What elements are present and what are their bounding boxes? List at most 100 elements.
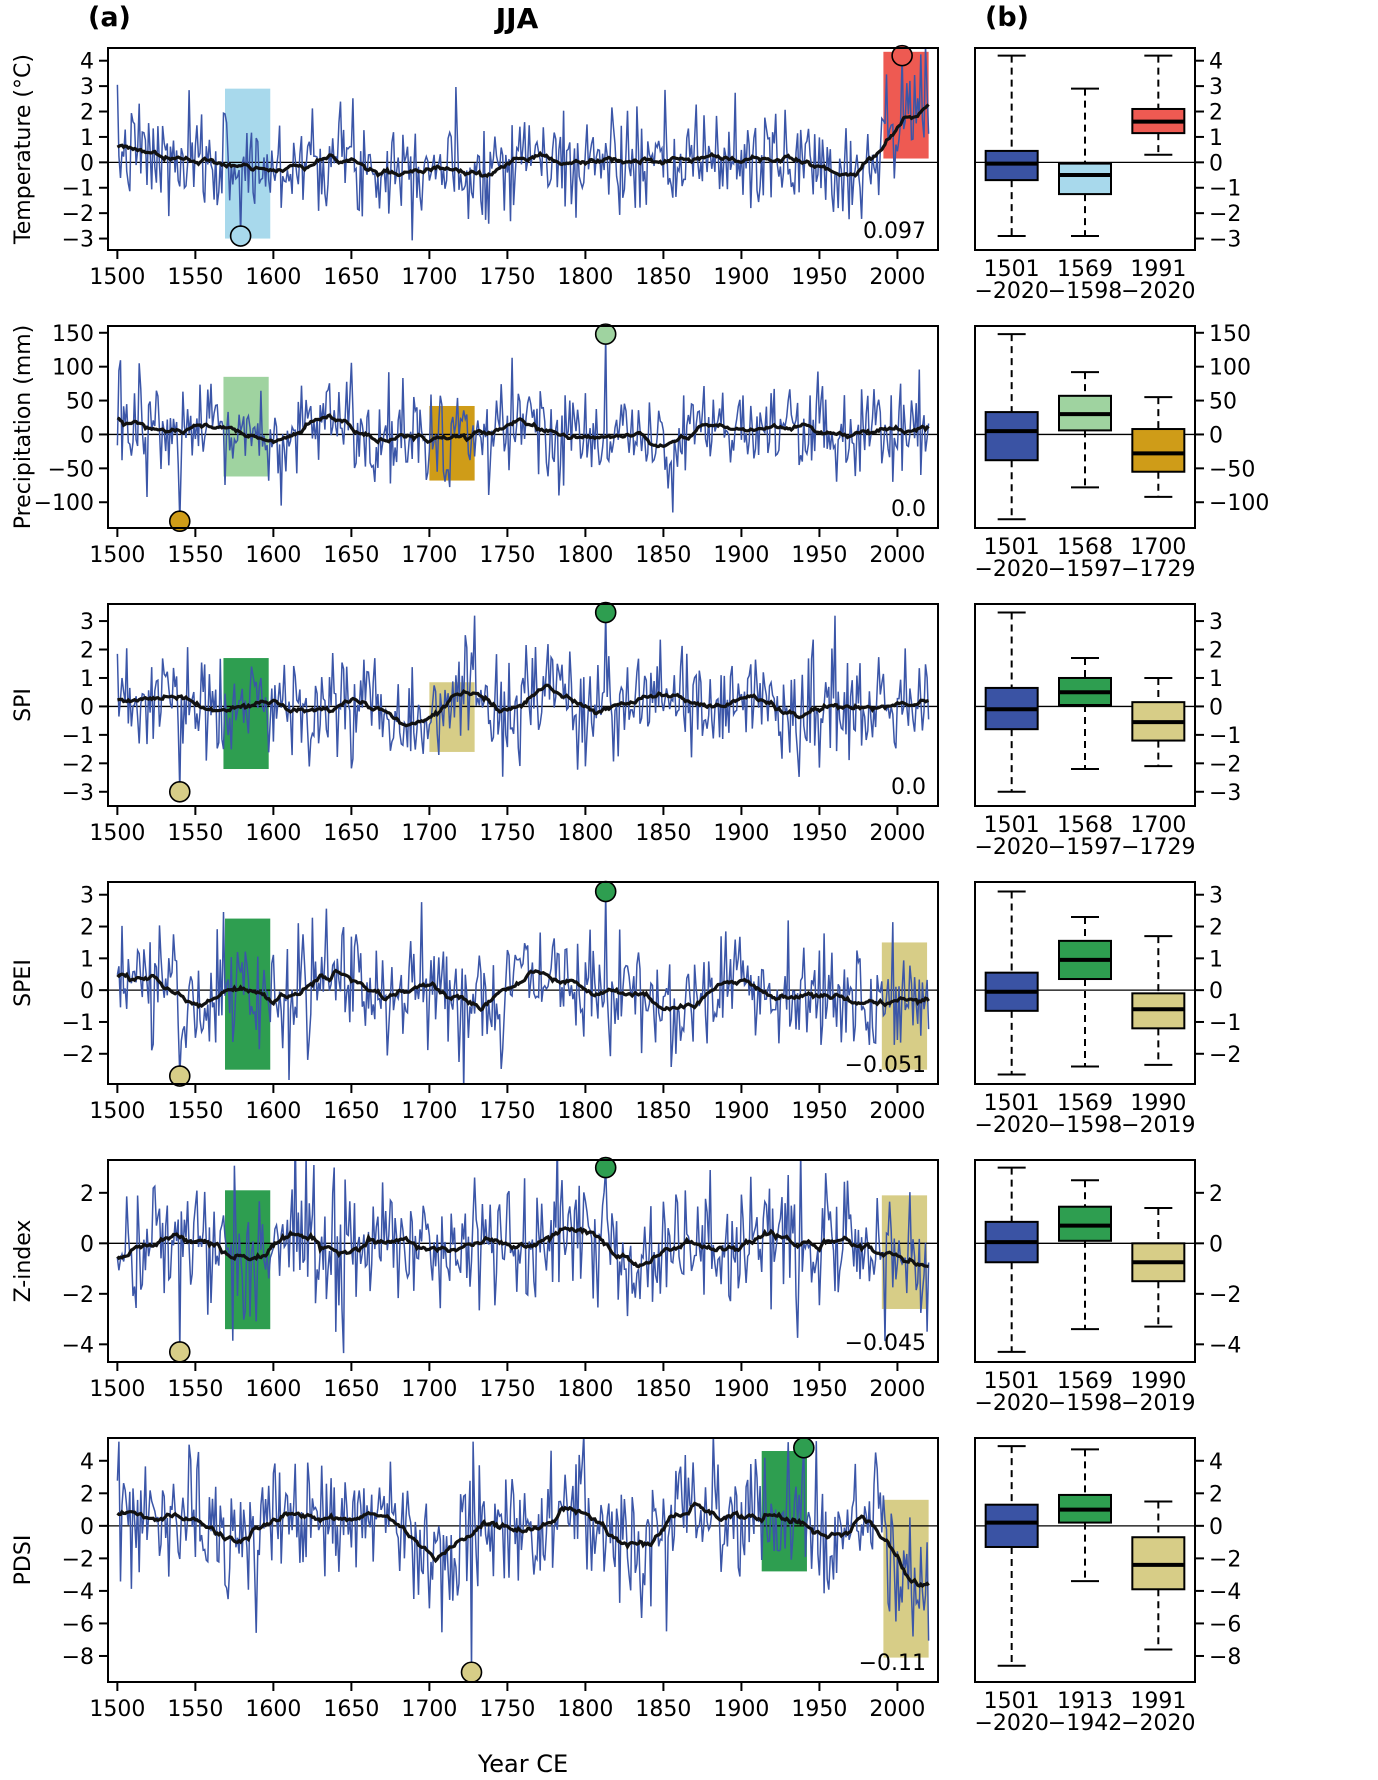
x-tick-label: 1900 — [713, 821, 769, 846]
boxplot-period-label: 1913 — [1057, 1689, 1113, 1714]
smoothed-series-line — [116, 103, 930, 179]
x-tick-label: 1600 — [245, 1697, 301, 1722]
y-tick-label-right: −4 — [1209, 1580, 1241, 1605]
boxplot-period-label: −1598 — [1048, 1113, 1122, 1138]
y-tick-label-right: −4 — [1209, 1333, 1241, 1358]
boxplot-period-label: −2020 — [974, 1391, 1048, 1416]
y-tick-label-right: 1 — [1209, 947, 1223, 972]
boxplot-period-label: 1991 — [1130, 1689, 1186, 1714]
y-tick-label-right: −6 — [1209, 1612, 1241, 1637]
y-tick-label: −3 — [62, 228, 94, 253]
panel-a-frame — [107, 1437, 939, 1683]
y-tick-label: −6 — [62, 1612, 94, 1637]
x-tick-label: 1550 — [167, 265, 223, 290]
trend-value-label: −0.11 — [859, 1651, 926, 1676]
chart-rows: −3 −2 −1 0 1 2 3 4 1500 1550 1600 1650 1700 1750 1800 1… — [0, 40, 1378, 1780]
x-tick-label: 1600 — [245, 1377, 301, 1402]
y-tick-label: −2 — [62, 1043, 94, 1068]
x-tick-label: 1800 — [557, 1099, 613, 1124]
x-tick-label: 1950 — [791, 543, 847, 568]
x-tick-label: 1750 — [479, 1099, 535, 1124]
panel-a-pdsi — [108, 1438, 938, 1673]
trend-value-label: 0.0 — [891, 775, 926, 800]
boxplot-period-label: −2020 — [974, 835, 1048, 860]
boxplot-box-lightblue — [1058, 162, 1112, 196]
y-tick-label: 1 — [80, 126, 94, 151]
boxplot-period-label: −2020 — [974, 279, 1048, 304]
boxplot-period-label: −2020 — [974, 1113, 1048, 1138]
y-tick-label: −2 — [62, 752, 94, 777]
panel-b-frame — [974, 881, 1196, 1085]
extreme-marker-green — [793, 1436, 815, 1459]
annual-series-line — [116, 612, 930, 792]
y-axis-label: PDSI — [11, 1535, 36, 1586]
x-tick-label: 1950 — [791, 1099, 847, 1124]
y-tick-label: 0 — [80, 695, 94, 720]
boxplot-period-label: 1501 — [984, 535, 1040, 560]
x-tick-label: 1850 — [635, 1697, 691, 1722]
x-tick-label: 1750 — [479, 1377, 535, 1402]
annual-series-line — [116, 891, 930, 1084]
x-tick-label: 1900 — [713, 543, 769, 568]
y-tick-label: −2 — [62, 1283, 94, 1308]
x-tick-label: 1950 — [791, 821, 847, 846]
x-tick-label: 1650 — [323, 265, 379, 290]
x-tick-label: 1600 — [245, 821, 301, 846]
x-tick-label: 2000 — [869, 821, 925, 846]
x-tick-label: 1850 — [635, 1377, 691, 1402]
extreme-marker-green — [594, 1156, 617, 1179]
x-tick-label: 1850 — [635, 265, 691, 290]
panel-b-frame — [974, 1437, 1196, 1683]
boxplot-period-label: −1729 — [1121, 557, 1195, 582]
y-tick-label: 2 — [80, 916, 94, 941]
x-tick-label: 1650 — [323, 1697, 379, 1722]
annual-series-line — [116, 48, 930, 241]
x-tick-label: 1550 — [167, 1377, 223, 1402]
y-tick-label: 3 — [80, 75, 94, 100]
y-tick-label-right: 4 — [1209, 1450, 1223, 1475]
x-tick-label: 1650 — [323, 1099, 379, 1124]
x-tick-label: 2000 — [869, 543, 925, 568]
panel-a-frame — [107, 325, 939, 529]
y-tick-label: −4 — [62, 1333, 94, 1358]
extreme-marker-khaki — [168, 780, 191, 803]
y-axis-label: Z-index — [11, 1220, 36, 1303]
x-tick-label: 1500 — [89, 1697, 145, 1722]
extreme-marker-khaki — [460, 1661, 483, 1684]
x-tick-label: 1650 — [323, 821, 379, 846]
y-tick-label: 1 — [80, 667, 94, 692]
y-tick-label: −1 — [62, 177, 94, 202]
panel-b-frame — [974, 47, 1196, 251]
y-tick-label: 2 — [80, 101, 94, 126]
y-tick-label: 2 — [80, 1482, 94, 1507]
panel-a-z-index — [108, 1160, 938, 1354]
boxplot-period-label: −2019 — [1121, 1391, 1195, 1416]
y-tick-label: 100 — [52, 356, 94, 381]
boxplot-period-label: 1501 — [984, 1091, 1040, 1116]
trend-value-label: 0.0 — [891, 497, 926, 522]
x-tick-label: 1800 — [557, 543, 613, 568]
smoothed-series-line — [116, 413, 930, 449]
y-tick-label-right: −2 — [1209, 1043, 1241, 1068]
x-tick-label: 1650 — [323, 1377, 379, 1402]
x-tick-label: 1500 — [89, 821, 145, 846]
y-tick-label-right: 3 — [1209, 610, 1223, 635]
figure-title: JJA — [495, 2, 539, 35]
x-tick-label: 1750 — [479, 1697, 535, 1722]
y-tick-label: 1 — [80, 947, 94, 972]
y-tick-label-right: 50 — [1209, 390, 1237, 415]
boxplot-period-label: −2019 — [1121, 1113, 1195, 1138]
x-tick-label: 1700 — [401, 265, 457, 290]
y-tick-label-right: 2 — [1209, 916, 1223, 941]
extreme-marker-green — [594, 880, 617, 903]
y-tick-label-right: −2 — [1209, 1547, 1241, 1572]
boxplot-period-label: −2020 — [974, 1711, 1048, 1736]
y-axis-label: SPI — [11, 688, 36, 722]
x-tick-label: 1650 — [323, 543, 379, 568]
panel-a-frame — [107, 1159, 939, 1363]
y-tick-label: 0 — [80, 423, 94, 448]
y-tick-label: −1 — [62, 1011, 94, 1036]
boxplot-period-label: −2020 — [1121, 1711, 1195, 1736]
row-pdsi: −8 −6 −4 −2 0 2 4 1500 1550 1600 1650 1700 1750 1800 1… — [11, 1436, 1241, 1778]
